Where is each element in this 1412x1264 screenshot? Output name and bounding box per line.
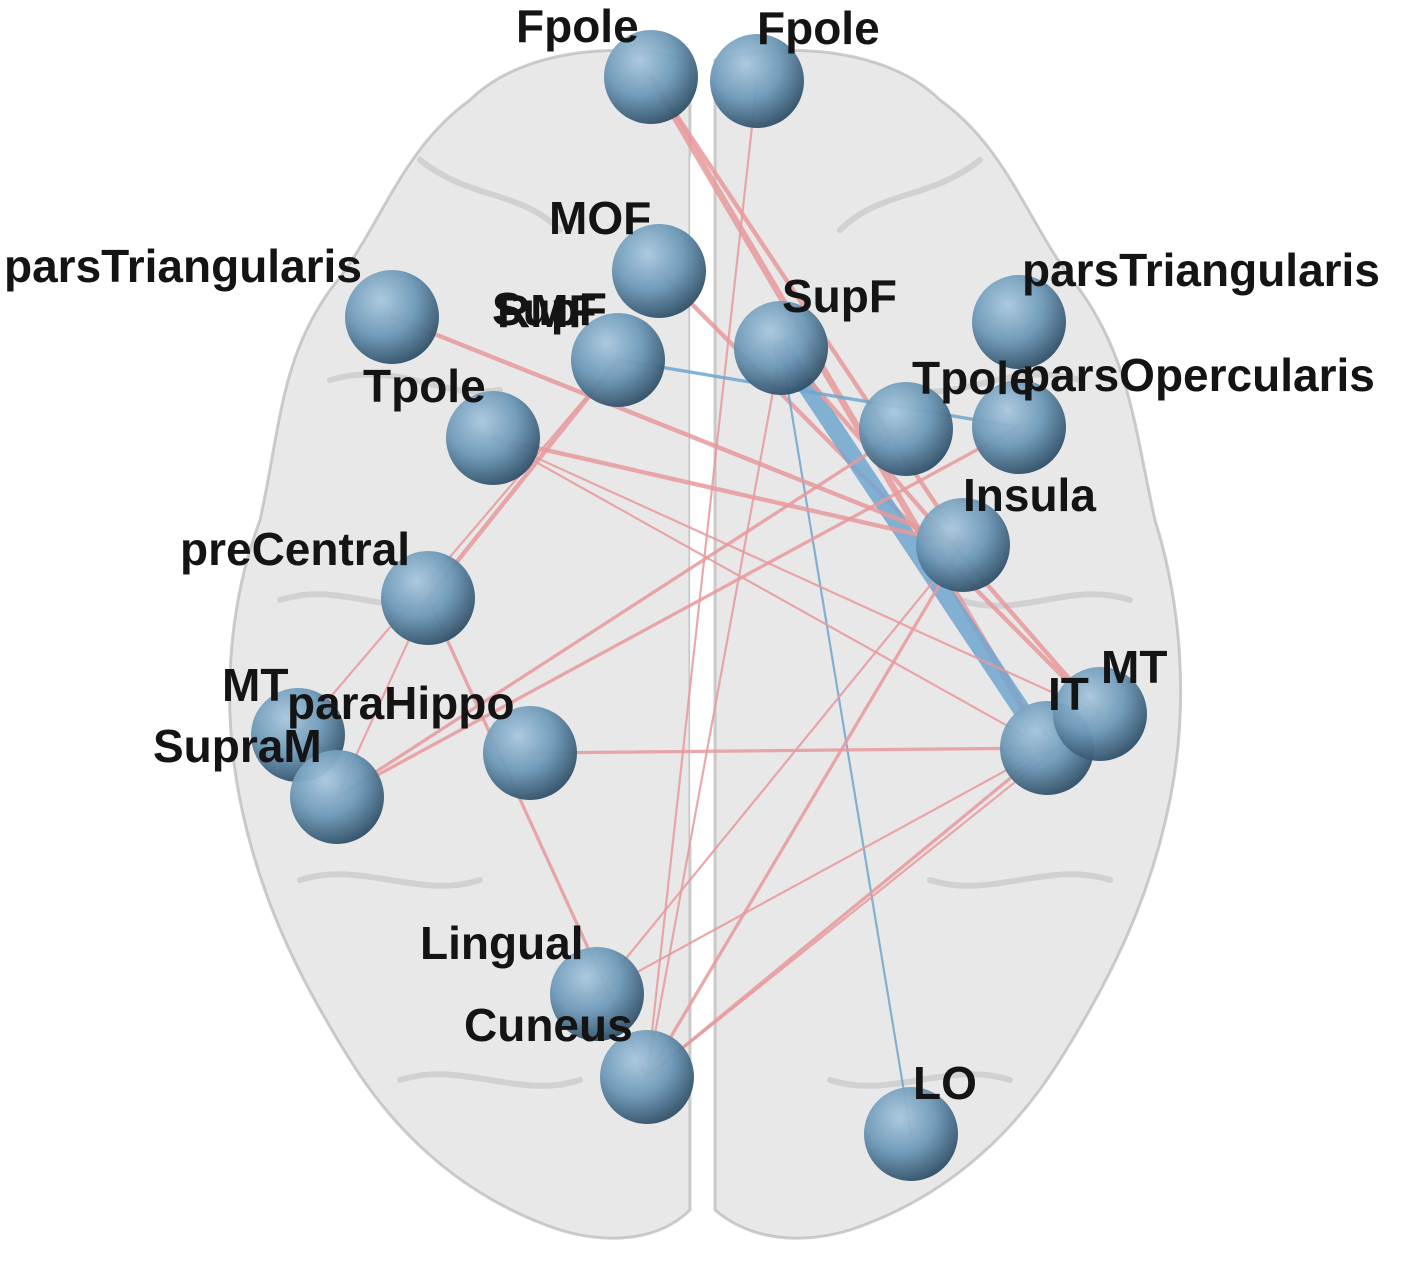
gyrus-line xyxy=(927,871,1113,889)
node-fpole-left xyxy=(604,30,698,124)
node-supram-left xyxy=(290,750,384,844)
node-fpole-right xyxy=(710,34,804,128)
edge-parahippo-left-to-it-right xyxy=(528,746,1049,755)
node-lo-right xyxy=(864,1087,958,1181)
label-cuneus-left: Cuneus xyxy=(464,999,633,1051)
longitudinal-fissure xyxy=(690,150,712,850)
edge-tpole-right-to-supram-left xyxy=(335,427,908,799)
edges-layer xyxy=(296,73,1103,1136)
edge-rmf-left-to-mt-left xyxy=(296,358,620,737)
label-parsopercularis-right: parsOpercularis xyxy=(1022,349,1375,401)
label-it-right: IT xyxy=(1048,668,1089,720)
node-parstriangularis-left xyxy=(345,270,439,364)
label-precentral-left: preCentral xyxy=(180,523,410,575)
edge-supf-right-to-it-right xyxy=(772,339,1056,757)
node-mt-right xyxy=(1053,667,1147,761)
node-parahippo-left xyxy=(483,706,577,800)
label-mt-right: MT xyxy=(1101,641,1167,693)
node-parstriangularis-right xyxy=(972,275,1066,369)
node-precentral-left xyxy=(381,551,475,645)
nodes-layer xyxy=(251,30,1147,1181)
node-tpole-left xyxy=(446,391,540,485)
edge-rmf-left-to-parsopercularis-right xyxy=(616,358,1021,429)
label-supram-left: SupraM xyxy=(153,720,322,772)
node-lingual-left xyxy=(550,947,644,1041)
node-mof-left xyxy=(612,224,706,318)
edge-parsopercularis-right-to-supram-left xyxy=(335,425,1021,799)
label-parahippo-left: paraHippo xyxy=(287,677,514,729)
node-insula-right xyxy=(916,498,1010,592)
edge-parstriangularis-left-to-insula-right xyxy=(389,314,966,548)
gyrus-line xyxy=(827,1071,1013,1089)
gyrus-line xyxy=(837,157,983,233)
edge-it-right-to-cuneus-left xyxy=(645,746,1049,1079)
node-cuneus-left xyxy=(600,1030,694,1124)
label-tpole-left: Tpole xyxy=(363,360,486,412)
gyrus-line xyxy=(397,1071,583,1089)
node-tpole-right xyxy=(859,382,953,476)
label-insula-right: Insula xyxy=(963,469,1096,521)
label-supf-left: SupF xyxy=(492,283,607,335)
gyrus-line xyxy=(417,157,563,233)
edge-tpole-left-to-it-right xyxy=(491,436,1049,750)
label-mt-left: MT xyxy=(222,659,288,711)
label-rmf-left: RMF xyxy=(497,285,597,337)
node-parsopercularis-right xyxy=(972,380,1066,474)
edge-supf-right-to-cuneus-left xyxy=(645,346,783,1079)
edge-tpole-left-to-insula-right xyxy=(490,435,966,548)
label-lingual-left: Lingual xyxy=(420,917,584,969)
edge-tpole-left-to-mt-right xyxy=(491,436,1102,716)
label-fpole-right: Fpole xyxy=(757,2,880,54)
label-fpole-left: Fpole xyxy=(516,0,639,52)
gyrus-line xyxy=(957,591,1133,609)
gyrus-line xyxy=(297,871,483,889)
gyrus-line xyxy=(327,371,503,395)
label-mof-left: MOF xyxy=(549,192,651,244)
edge-it-right-to-lingual-left xyxy=(595,746,1049,996)
label-supf-right: SupF xyxy=(782,270,897,322)
label-lo-right: LO xyxy=(913,1057,977,1109)
edge-insula-right-to-lingual-left xyxy=(595,543,965,996)
edge-insula-right-to-cuneus-left xyxy=(645,543,965,1079)
label-tpole-right: Tpole xyxy=(912,352,1035,404)
label-parstriangularis-right: parsTriangularis xyxy=(1022,244,1380,296)
node-supf-right xyxy=(734,301,828,395)
edge-rmf-left-to-precentral-left xyxy=(425,357,621,601)
node-rmf-left xyxy=(571,313,665,407)
label-parstriangularis-left: parsTriangularis xyxy=(4,240,362,292)
